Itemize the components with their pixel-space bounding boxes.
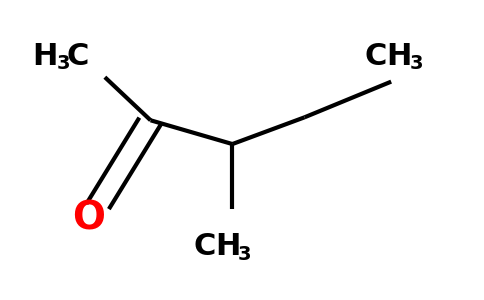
Text: H: H [215,232,241,261]
Text: C: C [194,232,216,261]
Text: C: C [66,42,89,71]
Text: 3: 3 [409,54,423,73]
Text: O: O [73,200,106,238]
Text: 3: 3 [57,54,70,73]
Text: 3: 3 [238,244,252,263]
Text: H: H [32,42,58,71]
Text: C: C [365,42,387,71]
Text: H: H [386,42,412,71]
